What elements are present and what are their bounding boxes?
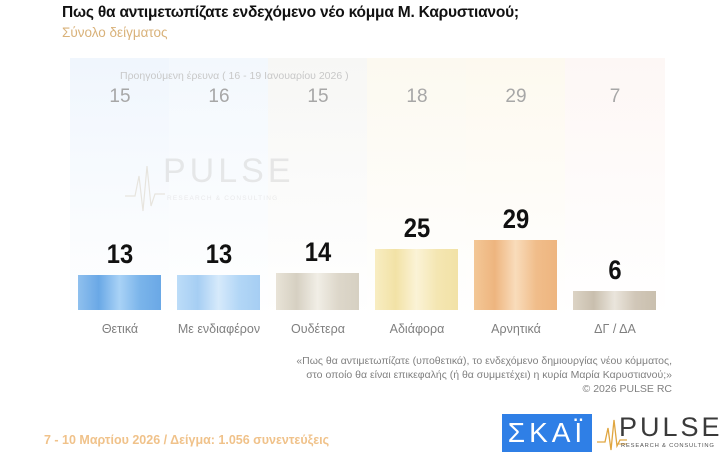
bar bbox=[78, 275, 161, 310]
watermark-text: PULSE bbox=[163, 152, 295, 190]
bar bbox=[276, 273, 359, 310]
previous-value-label: 7 bbox=[609, 86, 621, 107]
pulse-watermark: PULSE RESEARCH & CONSULTING bbox=[125, 152, 291, 214]
pulse-wave-logo-icon bbox=[597, 419, 627, 451]
pulse-logo-text: PULSE bbox=[619, 412, 720, 442]
bar bbox=[573, 290, 656, 310]
bar-value-label: 29 bbox=[502, 204, 530, 235]
bar-value-label: 13 bbox=[205, 239, 233, 270]
bar-value-label: 14 bbox=[304, 237, 332, 268]
chart-title: Πως θα αντιμετωπίζατε ενδεχόμενο νέο κόμ… bbox=[62, 4, 519, 21]
bar-value-label: 13 bbox=[106, 239, 134, 270]
category-label: ΔΓ / ΔΑ bbox=[594, 322, 636, 336]
previous-value-label: 15 bbox=[307, 86, 329, 107]
quote-line-1: «Πως θα αντιμετωπίζατε (υποθετικά), το ε… bbox=[296, 355, 672, 367]
column-background bbox=[169, 58, 269, 318]
chart-subtitle: Σύνολο δείγματος bbox=[62, 25, 168, 40]
bar bbox=[177, 275, 260, 310]
watermark-subtext: RESEARCH & CONSULTING bbox=[167, 195, 279, 202]
pulse-wave-icon bbox=[125, 165, 165, 212]
previous-value-label: 29 bbox=[505, 86, 527, 107]
category-label: Αρνητικά bbox=[491, 322, 541, 336]
pulse-logo-subtext: RESEARCH & CONSULTING bbox=[621, 443, 715, 449]
column-background bbox=[70, 58, 170, 318]
survey-footer: 7 - 10 Μαρτίου 2026 / Δείγμα: 1.056 συνε… bbox=[44, 433, 330, 447]
previous-value-label: 15 bbox=[109, 86, 131, 107]
previous-value-label: 18 bbox=[406, 86, 428, 107]
copyright: © 2026 PULSE RC bbox=[582, 383, 672, 395]
previous-survey-caption: Προηγούμενη έρευνα ( 16 - 19 Ιανουαρίου … bbox=[120, 70, 349, 82]
bar bbox=[474, 240, 557, 310]
quote-line-2: στο οποίο θα είναι επικεφαλής (ή θα συμμ… bbox=[306, 369, 672, 381]
bar-value-label: 6 bbox=[608, 254, 622, 285]
previous-value-label: 16 bbox=[208, 86, 230, 107]
pulse-logo: PULSE RESEARCH & CONSULTING bbox=[597, 412, 720, 454]
category-label: Με ενδιαφέρον bbox=[177, 322, 261, 336]
category-label: Θετικά bbox=[101, 322, 139, 336]
question-quote: «Πως θα αντιμετωπίζατε (υποθετικά), το ε… bbox=[296, 354, 672, 396]
category-label: Ουδέτερα bbox=[291, 322, 345, 336]
skai-logo: ΣΚΑΪ bbox=[502, 414, 592, 452]
bar-value-label: 25 bbox=[403, 213, 431, 243]
column-background bbox=[565, 58, 665, 318]
bar bbox=[375, 249, 458, 310]
category-label: Αδιάφορα bbox=[389, 322, 445, 336]
